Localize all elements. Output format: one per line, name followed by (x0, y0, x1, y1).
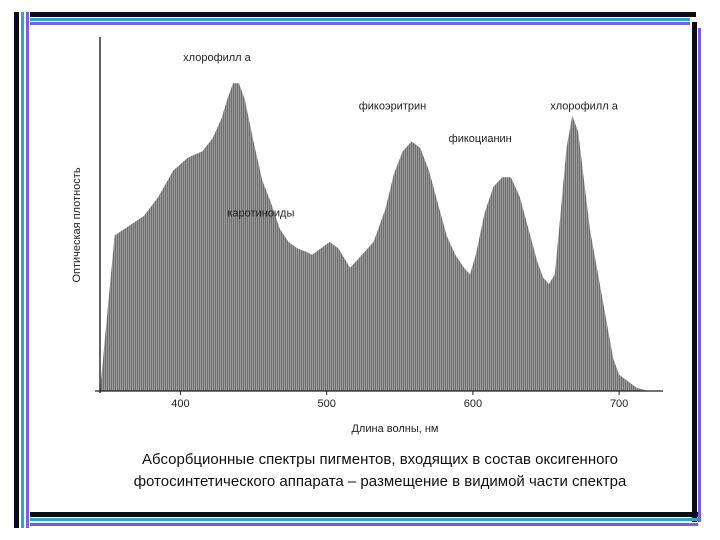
frame-top-teal (30, 18, 690, 21)
x-tick-label: 700 (610, 398, 628, 410)
frame-top-dark (30, 12, 696, 17)
frame-left-dark (14, 12, 19, 528)
caption-line-1: Абсорбционные спектры пигментов, входящи… (142, 451, 618, 468)
x-axis-label: Длина волны, нм (351, 423, 438, 435)
frame-bottom-dark (30, 512, 698, 517)
peak-annotation: фикоэритрин (359, 101, 427, 113)
annotations: хлорофилл а фикоэритрин хлорофилл а фикоциа… (183, 52, 619, 220)
y-axis-label: Оптическая плотность (71, 167, 83, 282)
frame-right-violet (698, 28, 701, 522)
x-tick-label: 500 (317, 398, 335, 410)
frame-right-dark (692, 22, 697, 522)
frame-bottom-teal (30, 518, 698, 521)
peak-annotation: фикоцианин (449, 133, 512, 145)
peak-annotation: каротиноиды (227, 208, 294, 220)
x-tick-label: 400 (171, 398, 189, 410)
caption-line-2: фотосинтетического аппарата – размещение… (133, 473, 627, 490)
x-ticks: 400 500 600 700 (171, 391, 628, 410)
slide-caption: Абсорбционные спектры пигментов, входящи… (60, 449, 700, 493)
peak-annotation: хлорофилл а (550, 101, 618, 113)
frame-left-violet (26, 12, 29, 528)
peak-annotation: хлорофилл а (183, 52, 251, 64)
x-tick-label: 600 (464, 398, 482, 410)
spectrum-area (100, 83, 658, 391)
plot-area (100, 83, 658, 391)
frame-top-violet (30, 22, 690, 25)
frame-bottom-violet (30, 523, 698, 526)
frame-left-teal (21, 12, 24, 528)
